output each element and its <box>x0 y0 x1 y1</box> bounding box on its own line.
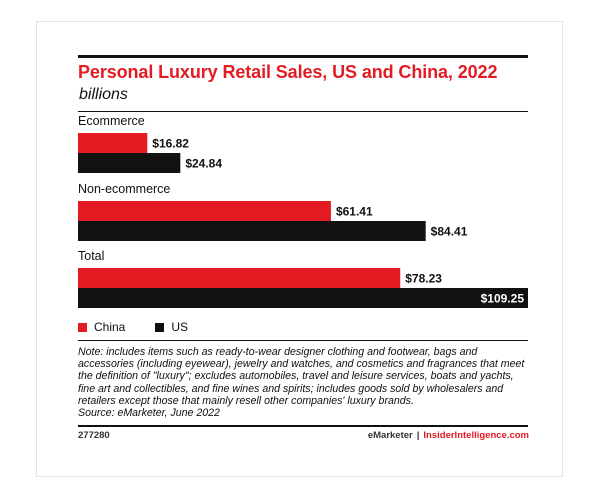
category-label-ecommerce: Ecommerce <box>78 114 145 128</box>
data-label-china-ecommerce: $16.82 <box>152 137 189 151</box>
category-label-total: Total <box>78 249 104 263</box>
title-rule <box>78 111 528 112</box>
brand-separator: | <box>416 430 420 441</box>
source-text: Source: eMarketer, June 2022 <box>78 407 220 420</box>
footer-brand: eMarketer | InsiderIntelligence.com <box>368 430 529 441</box>
data-label-us-non-ecommerce: $84.41 <box>431 225 468 239</box>
brand-insider-intelligence: InsiderIntelligence.com <box>423 430 529 441</box>
bar-china-ecommerce <box>78 133 148 153</box>
bar-us-ecommerce <box>78 153 181 173</box>
data-label-us-total: $109.25 <box>481 292 525 306</box>
bar-china-non-ecommerce <box>78 201 331 221</box>
chart-note: Note: includes items such as ready-to-we… <box>78 346 530 419</box>
category-label-non-ecommerce: Non-ecommerce <box>78 182 170 196</box>
bottom-rule <box>78 425 528 427</box>
bar-us-non-ecommerce <box>78 221 426 241</box>
legend: China US <box>78 320 218 334</box>
top-rule <box>78 55 528 58</box>
note-rule <box>78 340 528 341</box>
legend-swatch-china <box>78 322 87 332</box>
bar-us-total <box>78 288 528 308</box>
data-label-china-total: $78.23 <box>405 272 442 286</box>
chart-card <box>36 21 563 477</box>
legend-label-china: China <box>94 320 126 334</box>
note-text: Note: includes items such as ready-to-we… <box>78 346 525 407</box>
brand-emarketer: eMarketer <box>367 430 413 441</box>
legend-item-china: China <box>78 320 125 334</box>
data-label-us-ecommerce: $24.84 <box>185 157 222 171</box>
chart-subtitle: billions <box>79 86 128 103</box>
bar-china-total <box>78 268 401 288</box>
legend-label-us: US <box>171 320 189 334</box>
legend-item-us: US <box>155 320 188 334</box>
chart-id: 277280 <box>78 430 110 441</box>
chart-title: Personal Luxury Retail Sales, US and Chi… <box>78 62 498 82</box>
data-label-china-non-ecommerce: $61.41 <box>336 205 373 219</box>
legend-swatch-us <box>155 322 165 332</box>
